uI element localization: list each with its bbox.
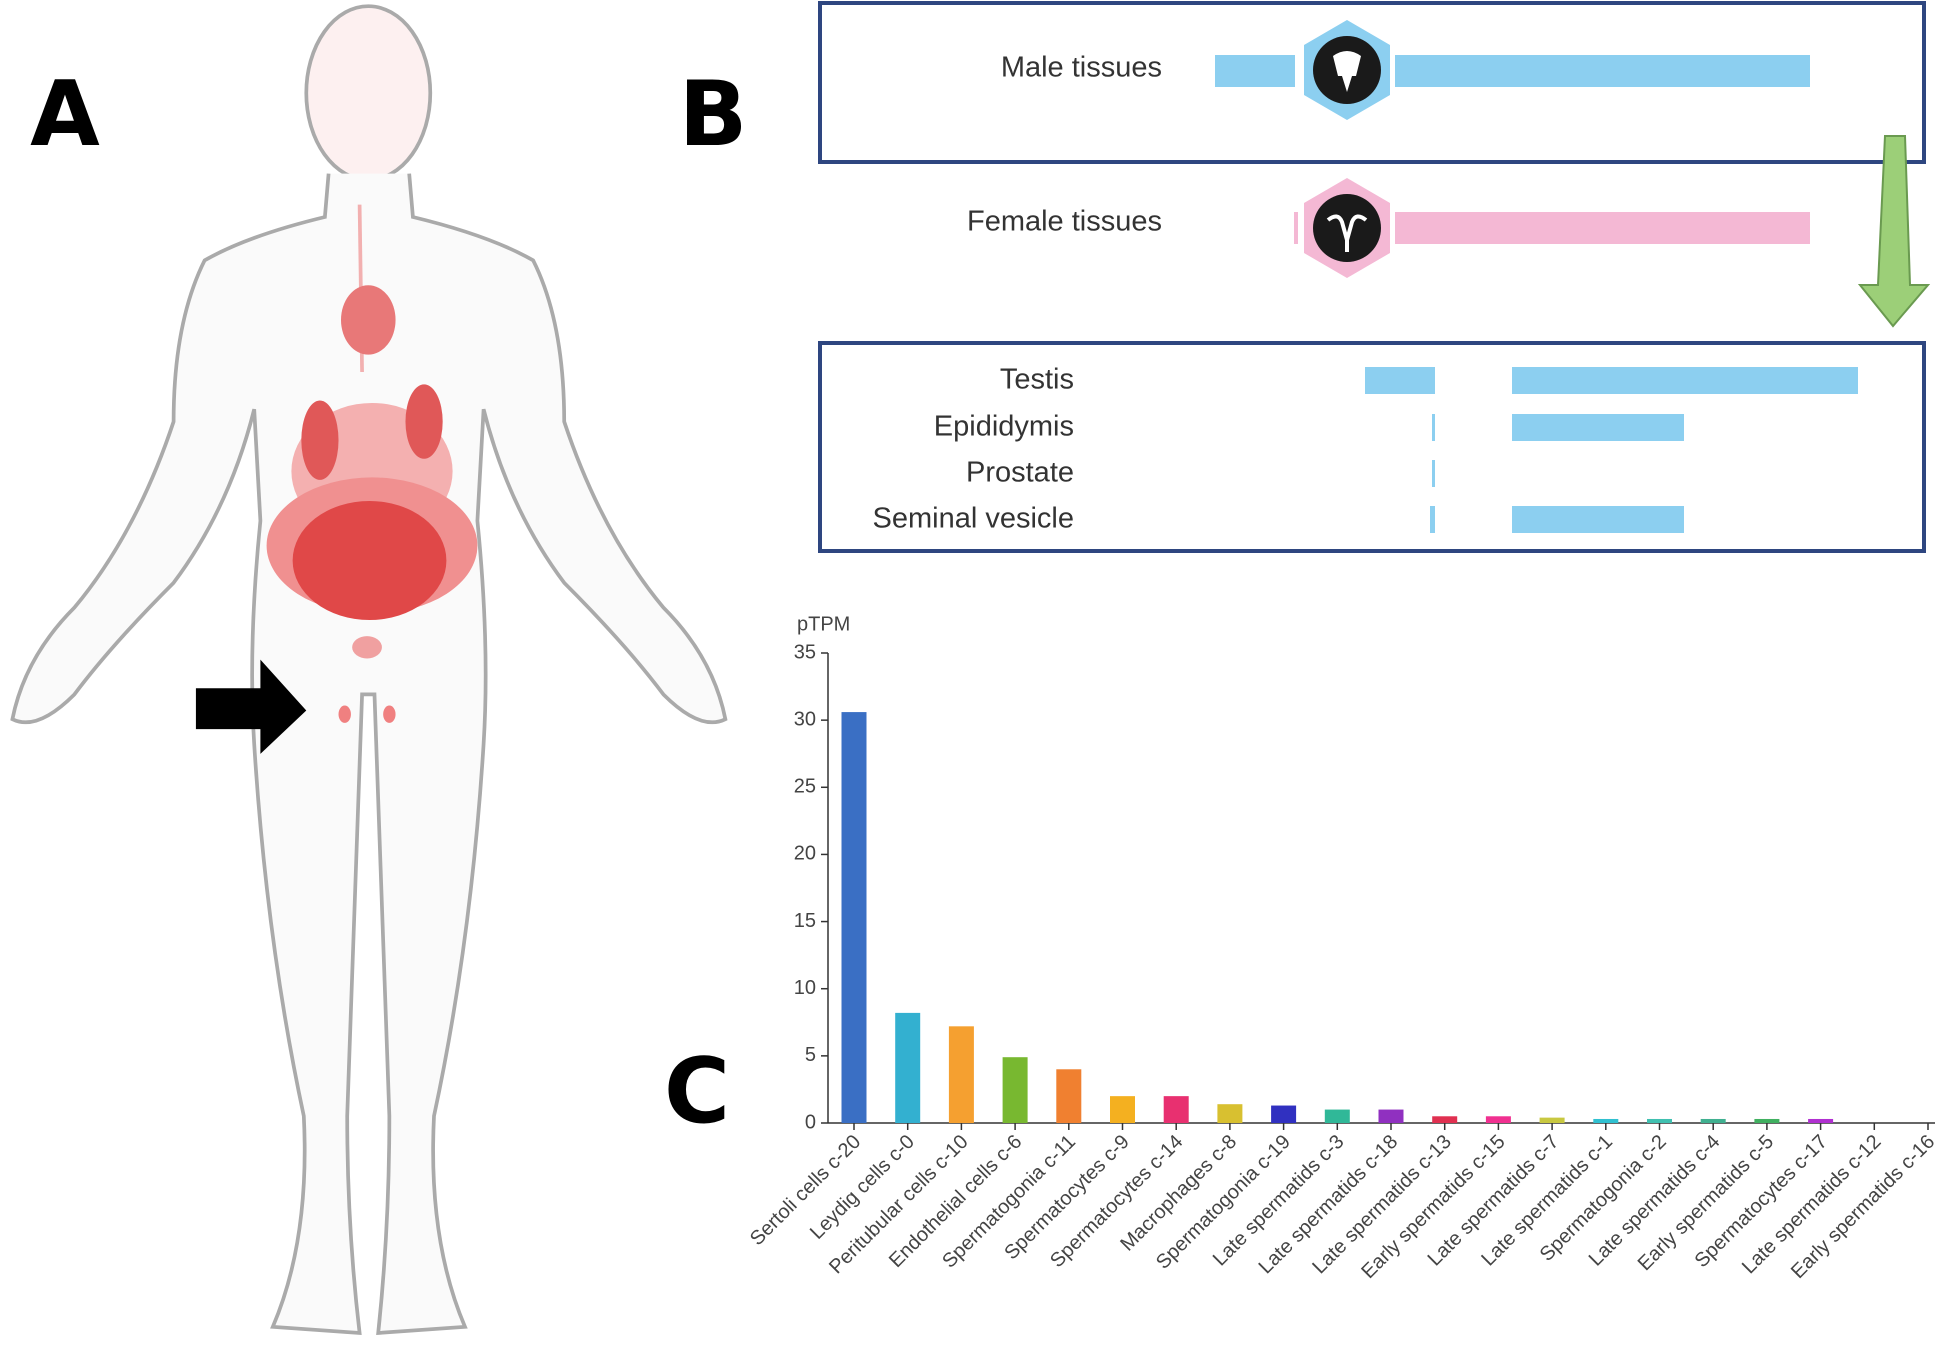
tissue-bar <box>1430 506 1435 533</box>
y-tick-label: 20 <box>794 843 816 865</box>
icon <box>1326 214 1368 252</box>
tissue-bar <box>1432 460 1435 487</box>
tissue-bar <box>1395 212 1810 244</box>
y-tick-label: 15 <box>794 910 816 932</box>
tissue-bar <box>1512 414 1684 441</box>
tissue-group-label: Female tissues <box>967 206 1162 238</box>
arrow <box>195 659 307 754</box>
y-axis-label: pTPM <box>797 613 850 635</box>
panel-label: B <box>679 62 748 167</box>
y-tick-label: 30 <box>794 708 816 730</box>
y-tick-label: 5 <box>805 1044 816 1066</box>
tissue-label: Testis <box>1000 364 1074 396</box>
tissue-bar <box>1365 367 1435 394</box>
tissue-group-label: Male tissues <box>1001 52 1162 84</box>
tissue-bar <box>1395 55 1810 87</box>
bar <box>1485 1116 1511 1123</box>
bar <box>948 1026 974 1123</box>
icon <box>1333 51 1361 92</box>
bar <box>1593 1118 1619 1123</box>
bar <box>841 712 867 1123</box>
bar <box>1700 1118 1726 1123</box>
body-illustration <box>10 4 728 1336</box>
bar <box>1324 1109 1350 1123</box>
icon <box>1313 194 1381 262</box>
bar <box>1002 1057 1028 1123</box>
tissue-bar <box>1512 506 1684 533</box>
highlight-box <box>818 341 1926 553</box>
tissue-label: Epididymis <box>934 411 1074 443</box>
bar <box>1056 1069 1082 1123</box>
panel-label: C <box>664 1039 730 1144</box>
y-tick-label: 35 <box>794 641 816 663</box>
bar <box>1217 1104 1243 1123</box>
bar <box>1163 1096 1189 1123</box>
bar <box>1378 1109 1404 1123</box>
tissue-bar <box>1512 367 1858 394</box>
y-tick-label: 0 <box>805 1111 816 1133</box>
bar <box>1754 1118 1780 1123</box>
bar <box>1271 1105 1297 1123</box>
tissue-label: Seminal vesicle <box>873 503 1074 535</box>
arrow <box>1857 135 1931 328</box>
tissue-bar <box>1294 212 1298 244</box>
tissue-label: Prostate <box>966 457 1074 489</box>
tissue-bar <box>1432 414 1435 441</box>
bar <box>895 1012 921 1123</box>
y-tick-label: 25 <box>794 776 816 798</box>
panel-label: A <box>30 62 100 167</box>
bar <box>1432 1116 1458 1123</box>
tissue-bar <box>1215 55 1295 87</box>
y-tick-label: 10 <box>794 977 816 999</box>
bar <box>1110 1096 1135 1123</box>
highlight-box <box>818 1 1926 164</box>
bar <box>1808 1118 1834 1123</box>
bar <box>1647 1118 1672 1123</box>
bar <box>1539 1117 1565 1123</box>
